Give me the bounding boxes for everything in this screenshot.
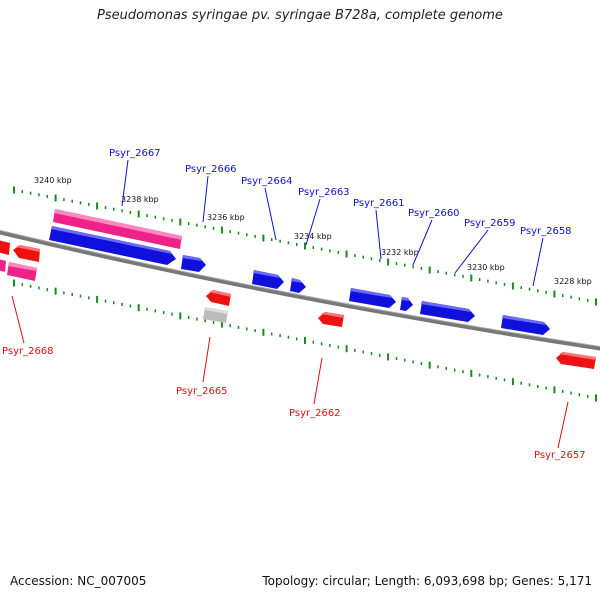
label-psyr-2661[interactable]: Psyr_2661 [353,198,405,209]
gene-left-pink-small[interactable] [0,259,6,272]
leader-line-psyr-2657 [557,401,569,449]
label-psyr-2660[interactable]: Psyr_2660 [408,208,460,219]
gene-psyr-2659[interactable] [420,301,475,322]
gene-left-red-top[interactable] [0,240,10,255]
label-psyr-2657[interactable]: Psyr_2657 [534,450,586,461]
gene-psyr-2667[interactable] [49,226,176,265]
label-psyr-2658[interactable]: Psyr_2658 [520,226,572,237]
outer-scale-ticks [13,186,597,306]
gene-psyr-2668[interactable] [7,262,37,281]
leader-line-psyr-2658 [532,237,544,287]
label-psyr-2663[interactable]: Psyr_2663 [298,187,350,198]
label-psyr-2668[interactable]: Psyr_2668 [2,346,54,357]
scale-label-3230: 3230 kbp [467,263,505,272]
gene-psyr-2664[interactable] [252,270,284,289]
leader-line-psyr-2668 [11,295,25,344]
gene-psyr-2657[interactable] [556,352,596,369]
leader-line-psyr-2659 [454,229,489,274]
leader-line-psyr-2662 [313,357,323,405]
accession-text: Accession: NC_007005 [10,574,147,588]
scale-label-3234: 3234 kbp [294,232,332,241]
leader-line-psyr-2665 [202,336,211,383]
label-psyr-2664[interactable]: Psyr_2664 [241,176,293,187]
scale-label-3228: 3228 kbp [554,277,592,286]
leader-line-psyr-2666 [202,175,209,223]
inner-scale-ticks [13,279,597,402]
gene-psyr-2660[interactable] [400,297,413,311]
gene-psyr-2663[interactable] [290,278,306,293]
genome-backbone [0,230,600,351]
leader-line-psyr-2660 [412,219,433,266]
gene-psyr-2665[interactable] [206,290,231,306]
scale-label-3232: 3232 kbp [381,248,419,257]
topology-summary-text: Topology: circular; Length: 6,093,698 bp… [262,574,592,588]
gene-left-red-arrow[interactable] [13,245,40,262]
gene-psyr-2667-highlight[interactable] [53,209,182,249]
leader-line-psyr-2663 [305,198,321,246]
page-title: Pseudomonas syringae pv. syringae B728a,… [97,8,503,23]
scale-label-3240: 3240 kbp [34,176,72,185]
gene-psyr-2661[interactable] [349,288,396,308]
gene-psyr-2666[interactable] [181,255,206,272]
label-psyr-2659[interactable]: Psyr_2659 [464,218,516,229]
scale-label-3236: 3236 kbp [207,213,245,222]
label-psyr-2666[interactable]: Psyr_2666 [185,164,237,175]
genome-backbone-highlight [0,229,600,347]
label-psyr-2667[interactable]: Psyr_2667 [109,148,161,159]
label-psyr-2665[interactable]: Psyr_2665 [176,386,228,397]
scale-label-3238: 3238 kbp [121,195,159,204]
gene-psyr-2662[interactable] [318,312,344,327]
leader-line-psyr-2667 [121,159,129,207]
gene-psyr-2658[interactable] [501,315,550,335]
leader-line-psyr-2664 [264,187,277,241]
label-psyr-2662[interactable]: Psyr_2662 [289,408,341,419]
gene-grey-pseudo[interactable] [203,307,228,323]
leader-line-psyr-2661 [375,209,382,260]
